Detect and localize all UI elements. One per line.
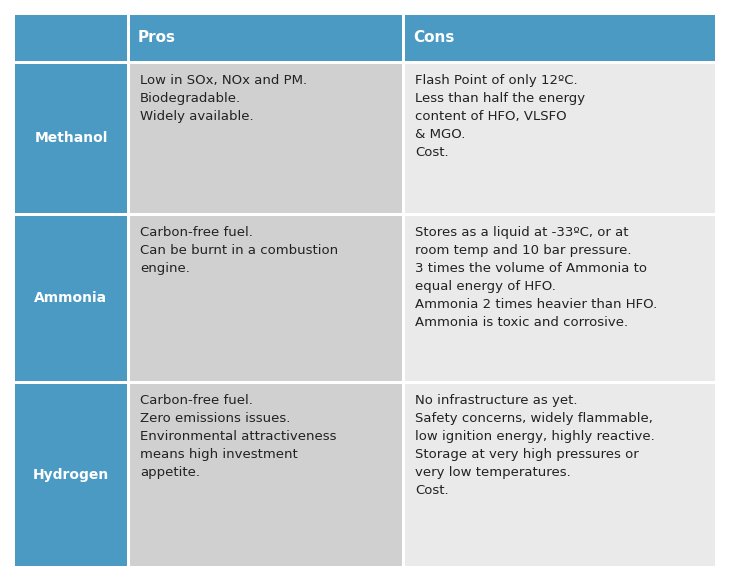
Bar	[405, 64, 715, 213]
Text: Cons: Cons	[413, 31, 454, 45]
Bar	[15, 216, 127, 381]
Bar	[130, 15, 402, 61]
Bar	[130, 384, 402, 566]
Text: Stores as a liquid at -33ºC, or at
room temp and 10 bar pressure.
3 times the vo: Stores as a liquid at -33ºC, or at room …	[415, 226, 657, 329]
Text: Ammonia: Ammonia	[34, 292, 107, 306]
Bar	[15, 64, 127, 213]
Bar	[405, 384, 715, 566]
Text: Carbon-free fuel.
Zero emissions issues.
Environmental attractiveness
means high: Carbon-free fuel. Zero emissions issues.…	[140, 394, 337, 479]
Text: Flash Point of only 12ºC.
Less than half the energy
content of HFO, VLSFO
& MGO.: Flash Point of only 12ºC. Less than half…	[415, 74, 585, 159]
Bar	[15, 384, 127, 566]
Text: Pros: Pros	[138, 31, 176, 45]
Text: Low in SOx, NOx and PM.
Biodegradable.
Widely available.: Low in SOx, NOx and PM. Biodegradable. W…	[140, 74, 307, 123]
Bar	[130, 64, 402, 213]
Text: Hydrogen: Hydrogen	[33, 468, 109, 482]
Bar	[405, 15, 715, 61]
Text: No infrastructure as yet.
Safety concerns, widely flammable,
low ignition energy: No infrastructure as yet. Safety concern…	[415, 394, 655, 497]
Bar	[405, 216, 715, 381]
Text: Carbon-free fuel.
Can be burnt in a combustion
engine.: Carbon-free fuel. Can be burnt in a comb…	[140, 226, 338, 275]
Bar	[15, 15, 127, 61]
Text: Methanol: Methanol	[34, 132, 108, 145]
Bar	[130, 216, 402, 381]
